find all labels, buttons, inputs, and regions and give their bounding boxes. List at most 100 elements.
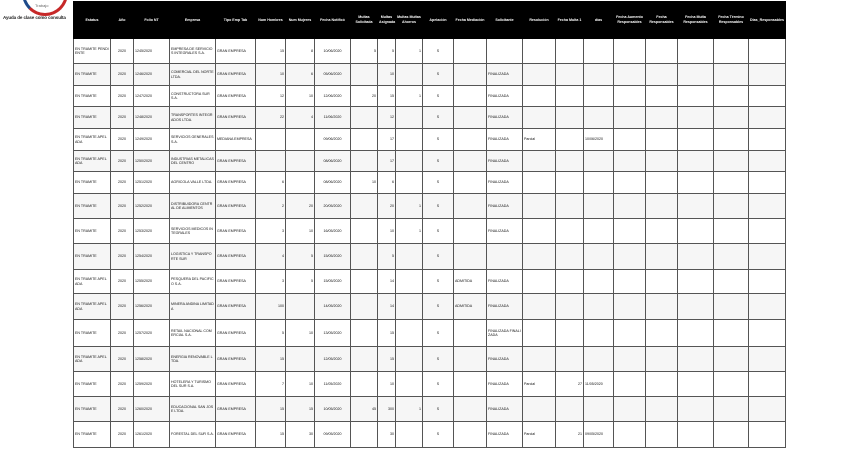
- table-cell: 08/06/2020: [314, 150, 351, 172]
- table-cell: 2020: [110, 293, 134, 320]
- column-header[interactable]: Folio NT: [133, 1, 170, 39]
- table-row[interactable]: EN TRAMITE APELADA 2020 1249/2020 SERVICIOS…: [73, 128, 786, 151]
- table-cell: MINERA ANDINA LIMITADA: [169, 293, 216, 320]
- table-cell: [713, 396, 749, 422]
- column-header[interactable]: Estatus: [73, 1, 111, 39]
- header-row: Estatus Año Folio NT Empresa Tipo Emp Tab Num…: [73, 1, 786, 39]
- table-row[interactable]: EN TRAMITE 2020 1254/2020 LOGISTICA Y TRANS…: [73, 243, 786, 270]
- table-cell: [350, 269, 378, 294]
- table-cell: [645, 106, 678, 129]
- table-cell: 1255/2020: [133, 269, 170, 294]
- table-cell: 16/05/2020: [314, 218, 351, 244]
- table-cell: 20/05/2020: [314, 193, 351, 219]
- table-cell: [613, 293, 646, 320]
- table-cell: [522, 171, 556, 194]
- table-cell: 10: [377, 218, 396, 244]
- table-cell: [713, 106, 749, 129]
- table-cell: [613, 193, 646, 219]
- table-row[interactable]: EN TRAMITE APELADA 2020 1256/2020 MINERA AN…: [73, 293, 786, 320]
- table-cell: 6: [255, 171, 286, 194]
- table-cell: [645, 128, 678, 151]
- column-header[interactable]: Fecha Notificó: [314, 1, 351, 39]
- table-cell: 11/05/2020: [314, 371, 351, 397]
- column-header[interactable]: Fecha Multa 1: [555, 1, 584, 39]
- table-row[interactable]: EN TRAMITE APELADA 2020 1250/2020 INDUSTRIA…: [73, 150, 786, 172]
- table-cell: [748, 128, 786, 151]
- column-header[interactable]: Multas Multas Ahorros: [395, 1, 423, 39]
- table-cell: EN TRAMITE PENDIENTE: [73, 38, 111, 64]
- table-row[interactable]: EN TRAMITE 2020 1251/2020 AGRICOLA VALLE LT…: [73, 171, 786, 194]
- table-cell: 11/06/2020: [314, 106, 351, 129]
- table-cell: FINALIZADA: [486, 396, 523, 422]
- table-row[interactable]: EN TRAMITE 2020 1261/2020 FORESTAL DEL SUR …: [73, 421, 786, 448]
- table-cell: 1246/2020: [133, 63, 170, 86]
- column-header[interactable]: Num Mujeres: [285, 1, 315, 39]
- table-cell: [453, 128, 487, 151]
- table-cell: [453, 171, 487, 194]
- column-header[interactable]: Dias_Responsables: [748, 1, 786, 39]
- column-header[interactable]: Tipo Emp Tab: [215, 1, 256, 39]
- table-cell: Parcial: [522, 421, 556, 448]
- table-cell: 3: [255, 269, 286, 294]
- table-row[interactable]: EN TRAMITE PENDIENTE 2020 1245/2020 EMPRESA…: [73, 38, 786, 64]
- table-cell: [395, 150, 423, 172]
- table-cell: 2020: [110, 396, 134, 422]
- table-cell: S: [422, 193, 454, 219]
- table-cell: [645, 346, 678, 372]
- table-cell: 2020: [110, 63, 134, 86]
- table-cell: [350, 346, 378, 372]
- table-cell: [645, 319, 678, 347]
- table-row[interactable]: EN TRAMITE 2020 1260/2020 EDUCACIONAL SAN J…: [73, 396, 786, 422]
- column-header[interactable]: Num Hombres: [255, 1, 286, 39]
- table-cell: S: [422, 371, 454, 397]
- table-row[interactable]: EN TRAMITE 2020 1247/2020 CONSTRUCTORA SUR …: [73, 85, 786, 107]
- table-cell: EN TRAMITE: [73, 106, 111, 129]
- table-row[interactable]: EN TRAMITE APELADA 2020 1258/2020 ENERGIA R…: [73, 346, 786, 372]
- table-cell: GRAN EMPRESA: [215, 346, 256, 372]
- table-cell: [350, 218, 378, 244]
- table-cell: 12: [377, 106, 396, 129]
- table-cell: 12: [255, 85, 286, 107]
- table-row[interactable]: EN TRAMITE 2020 1252/2020 DISTRIBUIDORA CEN…: [73, 193, 786, 219]
- table-row[interactable]: EN TRAMITE APELADA 2020 1255/2020 PESQUERA …: [73, 269, 786, 294]
- table-cell: [285, 128, 315, 151]
- table-cell: [677, 218, 714, 244]
- table-cell: 10: [377, 371, 396, 397]
- table-row[interactable]: EN TRAMITE 2020 1259/2020 HOTELERA Y TURISM…: [73, 371, 786, 397]
- table-cell: [555, 171, 584, 194]
- column-header[interactable]: Fecha Término Responsables: [713, 1, 749, 39]
- table-cell: [613, 371, 646, 397]
- table-cell: S: [422, 319, 454, 347]
- column-header[interactable]: Fecha Aumento Responsables: [613, 1, 646, 39]
- table-row[interactable]: EN TRAMITE 2020 1248/2020 TRANSPORTES INTEG…: [73, 106, 786, 129]
- column-header[interactable]: Fecha Mediación: [453, 1, 487, 39]
- table-cell: [713, 293, 749, 320]
- table-cell: DISTRIBUIDORA CENTRAL DE ALIMENTOS: [169, 193, 216, 219]
- table-cell: ADMITIDA: [453, 269, 487, 294]
- table-row[interactable]: EN TRAMITE 2020 1253/2020 SERVICIOS MEDICOS…: [73, 218, 786, 244]
- column-header[interactable]: Apelación: [422, 1, 454, 39]
- table-cell: [713, 38, 749, 64]
- column-header[interactable]: Fecha Multa Responsables: [677, 1, 714, 39]
- column-header[interactable]: Multas Asignada: [377, 1, 396, 39]
- table-row[interactable]: EN TRAMITE 2020 1246/2020 COMERCIAL DEL NOR…: [73, 63, 786, 86]
- table-cell: [748, 319, 786, 347]
- table-cell: 30: [285, 421, 315, 448]
- column-header[interactable]: Año: [110, 1, 134, 39]
- table-cell: [613, 396, 646, 422]
- table-cell: 14/05/2020: [314, 293, 351, 320]
- column-header[interactable]: Solicitante: [486, 1, 523, 39]
- table-cell: FINALIZADA: [486, 218, 523, 244]
- table-cell: [677, 171, 714, 194]
- table-cell: 10: [377, 63, 396, 86]
- column-header[interactable]: Fecha Responsables: [645, 1, 678, 39]
- column-header[interactable]: Resolución: [522, 1, 556, 39]
- column-header[interactable]: Multas Solicitada: [350, 1, 378, 39]
- table-row[interactable]: EN TRAMITE 2020 1257/2020 RETAIL NACIONAL C…: [73, 319, 786, 347]
- table-cell: FINALIZADA: [486, 371, 523, 397]
- table-cell: [613, 218, 646, 244]
- column-header[interactable]: Empresa: [169, 1, 216, 39]
- table-cell: [453, 396, 487, 422]
- table-cell: [645, 421, 678, 448]
- column-header[interactable]: días: [583, 1, 614, 39]
